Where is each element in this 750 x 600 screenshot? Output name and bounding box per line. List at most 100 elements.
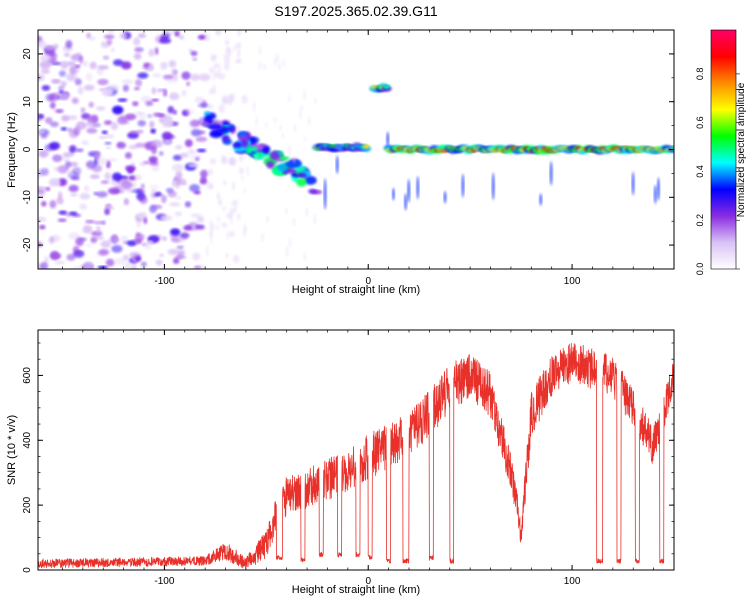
spectrogram-blob xyxy=(49,101,56,109)
spectrogram-blob xyxy=(104,172,111,181)
spectrogram-blob xyxy=(137,33,147,38)
spectrogram-blob xyxy=(246,165,250,176)
spectrogram-blob xyxy=(147,114,152,118)
snr-y-tick-label: 400 xyxy=(22,431,33,448)
spectrogram-blob xyxy=(96,67,104,76)
spectrogram-blob xyxy=(68,232,80,240)
spectrogram-blob xyxy=(190,50,198,57)
spectrogram-blob xyxy=(56,196,64,205)
spectrogram-blob xyxy=(116,141,127,149)
spectrogram-blob xyxy=(44,143,56,152)
spectrogram-blob xyxy=(179,181,187,186)
spectrogram-blob xyxy=(196,148,207,153)
spectrogram-blob xyxy=(155,90,167,95)
spectrogram-blob xyxy=(155,259,163,266)
spectrogram-blob xyxy=(300,104,304,110)
spectrogram-blob xyxy=(110,48,115,52)
spectrogram-blob xyxy=(197,103,210,108)
spectrogram-blob xyxy=(161,119,174,128)
spectrogram-blob xyxy=(111,244,123,253)
spectrogram-blob xyxy=(112,105,124,115)
spectrogram-blob xyxy=(129,252,141,258)
spectrogram-blob xyxy=(74,78,82,86)
spectrogram-blob xyxy=(209,232,213,245)
spectrogram-blob xyxy=(200,169,209,178)
spectrogram-blob xyxy=(134,47,144,53)
spectrogram-y-tick-label: 0 xyxy=(22,146,33,152)
spectrogram-blob xyxy=(101,87,113,97)
spectrogram-blob xyxy=(218,104,225,114)
spectrogram-blob xyxy=(135,238,143,244)
spectrogram-blob xyxy=(132,101,139,107)
spectrogram-blob xyxy=(187,149,196,155)
spectrogram-blob xyxy=(174,30,180,37)
spectrogram-blob xyxy=(167,105,175,114)
spectrogram-blob xyxy=(168,134,174,139)
spectrogram-blob xyxy=(223,63,230,71)
spectrogram-blob xyxy=(57,191,63,199)
spectrogram-blob xyxy=(279,124,283,132)
spectrogram-blob xyxy=(71,97,79,104)
spectrogram-blob xyxy=(187,163,200,168)
spectrogram-blob xyxy=(231,181,236,191)
spectrogram-blob xyxy=(335,155,339,174)
snr-frame xyxy=(37,329,675,571)
spectrogram-blob xyxy=(151,87,156,95)
spectrogram-blob xyxy=(151,164,160,172)
spectrogram-blob xyxy=(223,52,227,59)
snr-x-ticks: -100 0 100 xyxy=(62,330,675,587)
spectrogram-blob xyxy=(443,191,447,204)
spectrogram-blob xyxy=(135,214,142,218)
spectrogram-blob xyxy=(40,261,49,269)
spectrogram-blob xyxy=(491,172,495,201)
spectrogram-blob xyxy=(126,189,133,193)
spectrogram-blob xyxy=(263,62,267,70)
spectrogram-blob xyxy=(278,156,290,161)
spectrogram-blob xyxy=(222,206,226,212)
spectrogram-blob xyxy=(125,165,136,172)
spectrogram-blob xyxy=(148,48,155,57)
spectrogram-blob xyxy=(249,146,258,152)
spectrogram-blob xyxy=(208,88,215,95)
spectrogram-blob xyxy=(213,63,220,69)
spectrogram-blob xyxy=(40,134,48,139)
spectrogram-blob xyxy=(179,152,189,158)
spectrogram-blob xyxy=(135,78,143,87)
spectrogram-blob xyxy=(176,253,183,259)
spectrogram-blob xyxy=(174,211,183,217)
spectrogram-blob xyxy=(206,168,214,176)
spectrogram-blob xyxy=(120,178,129,185)
spectrogram-blob xyxy=(160,63,167,71)
spectrogram-blob xyxy=(292,155,296,163)
spectrogram-blob xyxy=(80,107,86,114)
spectrogram-blob xyxy=(169,92,180,101)
spectrogram-blob xyxy=(61,115,70,122)
spectrogram-blob xyxy=(40,68,50,75)
spectrogram-blob xyxy=(128,175,136,181)
spectrogram-blob xyxy=(104,134,115,139)
spectrogram-blob xyxy=(165,139,170,143)
snr-y-tick-label: 0 xyxy=(22,567,33,573)
spectrogram-blob xyxy=(285,245,289,258)
spectrogram-blob xyxy=(255,116,259,127)
spectrogram-blob xyxy=(44,117,53,124)
spectrogram-blob xyxy=(229,214,233,225)
spectrogram-blob xyxy=(362,144,370,149)
snr-y-tick-label: 600 xyxy=(22,367,33,384)
spectrogram-blob xyxy=(94,151,101,159)
spectrogram-blob xyxy=(186,81,191,87)
colorbar-tick-label: 0.4 xyxy=(695,165,705,178)
spectrogram-blob xyxy=(198,73,211,82)
spectrogram-blob xyxy=(39,224,46,230)
spectrogram-blob xyxy=(416,176,420,200)
spectrogram-blob xyxy=(86,127,98,134)
spectrogram-blob xyxy=(172,257,180,264)
spectrogram-blob xyxy=(105,258,115,267)
spectrogram-blob xyxy=(157,113,165,117)
spectrogram-blob xyxy=(242,230,246,238)
spectrogram-blob xyxy=(313,98,317,105)
spectrogram-blob xyxy=(65,40,73,49)
colorbar-label: Normalized spectral amplitude xyxy=(736,82,747,217)
spectrogram-blob xyxy=(125,113,137,121)
